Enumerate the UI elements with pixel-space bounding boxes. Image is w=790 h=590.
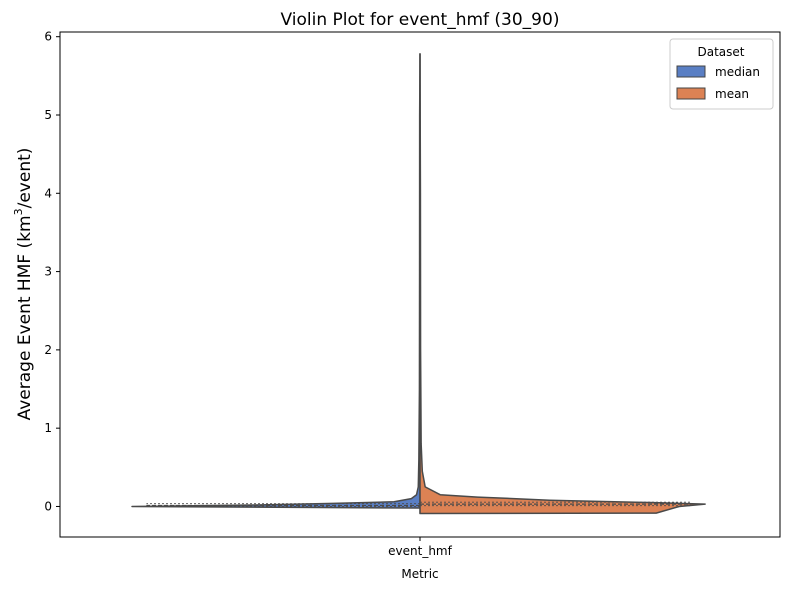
y-tick-label: 5 [44,108,52,122]
y-axis-label-main: Average Event HMF (km [15,215,35,420]
x-tick-label: event_hmf [388,544,452,558]
y-axis: 0 1 2 3 4 5 6 [44,30,60,513]
legend-swatch-median [676,65,706,78]
y-tick-label: 3 [44,265,52,279]
x-axis-label: Metric [401,567,438,581]
chart-title: Violin Plot for event_hmf (30_90) [281,10,560,30]
legend-label-median: median [715,65,760,79]
y-tick-label: 4 [44,186,52,200]
legend-swatch-mean [676,87,706,100]
y-tick-label: 2 [44,343,52,357]
y-axis-label-tail: /event) [15,148,35,209]
y-tick-label: 6 [44,30,52,44]
y-axis-label: Average Event HMF (km3/event) [12,148,35,421]
legend: Dataset median mean [669,38,774,110]
plot-area [131,53,706,515]
legend-label-mean: mean [715,87,749,101]
legend-title: Dataset [698,45,745,59]
y-tick-label: 1 [44,421,52,435]
y-axis-label-superscript: 3 [12,208,25,215]
x-axis: event_hmf [388,537,453,558]
y-tick-label: 0 [44,499,52,513]
